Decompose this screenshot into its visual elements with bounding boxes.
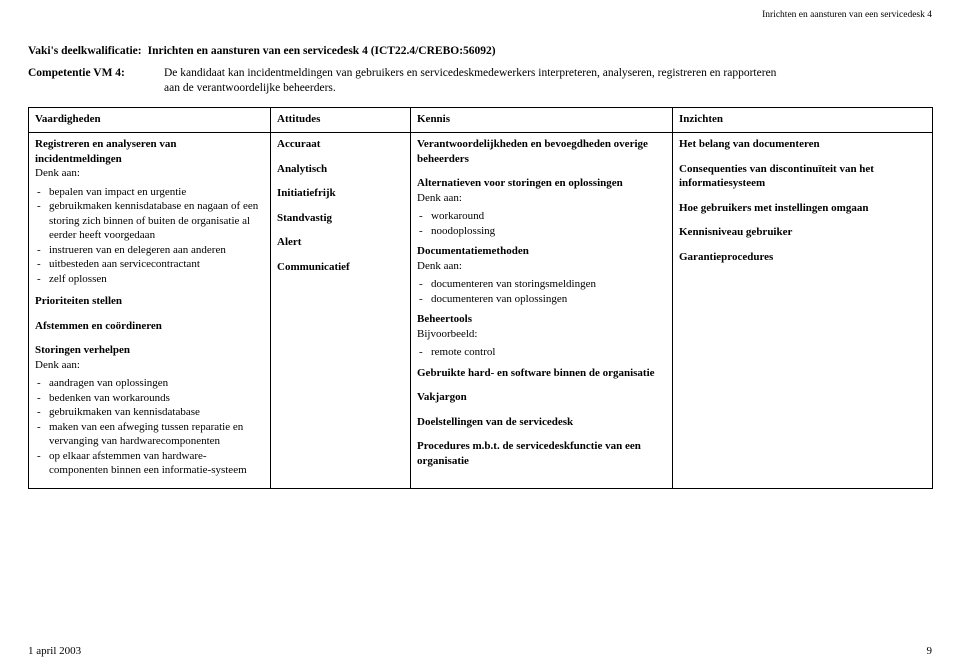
- qualification-label: Vaki's deelkwalificatie:: [28, 44, 142, 60]
- list-item: workaround: [417, 209, 666, 224]
- list-item: op elkaar afstemmen van hardware-compone…: [35, 449, 264, 478]
- attitude-item: Accuraat: [277, 137, 404, 152]
- cell-kennis: Verantwoordelijkheden en bevoegdheden ov…: [411, 133, 673, 489]
- c1-section-4-title: Storingen verhelpen: [35, 343, 264, 358]
- running-head: Inrichten en aansturen van een servicede…: [762, 10, 932, 20]
- th-vaardigheden: Vaardigheden: [29, 107, 271, 133]
- list-item: documenteren van storingsmeldingen: [417, 277, 666, 292]
- kennis-item: Vakjargon: [417, 390, 666, 405]
- competence-row: Competentie VM 4: De kandidaat kan incid…: [28, 66, 932, 97]
- kennis-denk-aan-1: Denk aan:: [417, 191, 666, 206]
- th-inzichten: Inzichten: [673, 107, 933, 133]
- kennis-example-label: Bijvoorbeeld:: [417, 327, 666, 342]
- c1-list-2: aandragen van oplossingen bedenken van w…: [35, 376, 264, 478]
- list-item: bedenken van workarounds: [35, 391, 264, 406]
- attitude-item: Communicatief: [277, 260, 404, 275]
- qualification-value: Inrichten en aansturen van een servicede…: [148, 44, 496, 60]
- kennis-item: Alternatieven voor storingen en oplossin…: [417, 176, 666, 191]
- kennis-list-2: documenteren van storingsmeldingen docum…: [417, 277, 666, 306]
- list-item: uitbesteden aan servicecontractant: [35, 257, 264, 272]
- inzicht-item: Hoe gebruikers met instellingen omgaan: [679, 201, 926, 216]
- attitude-item: Analytisch: [277, 162, 404, 177]
- inzicht-item: Het belang van documenteren: [679, 137, 926, 152]
- kennis-item: Verantwoordelijkheden en bevoegdheden ov…: [417, 137, 666, 166]
- list-item: instrueren van en delegeren aan anderen: [35, 243, 264, 258]
- cell-vaardigheden: Registreren en analyseren van incidentme…: [29, 133, 271, 489]
- footer-page-number: 9: [927, 645, 933, 657]
- list-item: bepalen van impact en urgentie: [35, 185, 264, 200]
- kennis-item: Procedures m.b.t. de servicedeskfunctie …: [417, 439, 666, 468]
- c1-denk-aan-2: Denk aan:: [35, 358, 264, 373]
- inzicht-item: Consequenties van discontinuïteit van he…: [679, 162, 926, 191]
- c1-list-1: bepalen van impact en urgentie gebruikma…: [35, 185, 264, 287]
- page-footer: 1 april 2003 9: [28, 645, 932, 657]
- kennis-list-3: remote control: [417, 345, 666, 360]
- list-item: zelf oplossen: [35, 272, 264, 287]
- c1-section-2-title: Prioriteiten stellen: [35, 294, 264, 309]
- competence-value: De kandidaat kan incidentmeldingen van g…: [164, 66, 784, 97]
- list-item: remote control: [417, 345, 666, 360]
- th-attitudes: Attitudes: [271, 107, 411, 133]
- attitude-item: Standvastig: [277, 211, 404, 226]
- competence-label: Competentie VM 4:: [28, 66, 158, 97]
- list-item: noodoplossing: [417, 224, 666, 239]
- attitude-item: Alert: [277, 235, 404, 250]
- table-row: Registreren en analyseren van incidentme…: [29, 133, 933, 489]
- list-item: aandragen van oplossingen: [35, 376, 264, 391]
- list-item: gebruikmaken kennisdatabase en nagaan of…: [35, 199, 264, 243]
- kennis-denk-aan-2: Denk aan:: [417, 259, 666, 274]
- c1-section-3-title: Afstemmen en coördineren: [35, 319, 264, 334]
- cell-attitudes: Accuraat Analytisch Initiatiefrijk Stand…: [271, 133, 411, 489]
- c1-section-1-title: Registreren en analyseren van incidentme…: [35, 137, 264, 166]
- kennis-item: Doelstellingen van de servicedesk: [417, 415, 666, 430]
- list-item: documenteren van oplossingen: [417, 292, 666, 307]
- page: Inrichten en aansturen van een servicede…: [0, 0, 960, 665]
- kennis-list-1: workaround noodoplossing: [417, 209, 666, 238]
- attitude-item: Initiatiefrijk: [277, 186, 404, 201]
- kennis-item: Documentatiemethoden: [417, 244, 666, 259]
- c1-denk-aan-1: Denk aan:: [35, 166, 264, 181]
- inzicht-item: Garantieprocedures: [679, 250, 926, 265]
- qualification-row: Vaki's deelkwalificatie: Inrichten en aa…: [28, 44, 932, 60]
- th-kennis: Kennis: [411, 107, 673, 133]
- cell-inzichten: Het belang van documenteren Consequentie…: [673, 133, 933, 489]
- inzicht-item: Kennisniveau gebruiker: [679, 225, 926, 240]
- kennis-item: Beheertools: [417, 312, 666, 327]
- kennis-item: Gebruikte hard- en software binnen de or…: [417, 366, 666, 381]
- competence-table: Vaardigheden Attitudes Kennis Inzichten …: [28, 107, 933, 489]
- list-item: gebruikmaken van kennisdatabase: [35, 405, 264, 420]
- list-item: maken van een afweging tussen reparatie …: [35, 420, 264, 449]
- header-block: Vaki's deelkwalificatie: Inrichten en aa…: [28, 44, 932, 97]
- table-header-row: Vaardigheden Attitudes Kennis Inzichten: [29, 107, 933, 133]
- footer-date: 1 april 2003: [28, 645, 81, 657]
